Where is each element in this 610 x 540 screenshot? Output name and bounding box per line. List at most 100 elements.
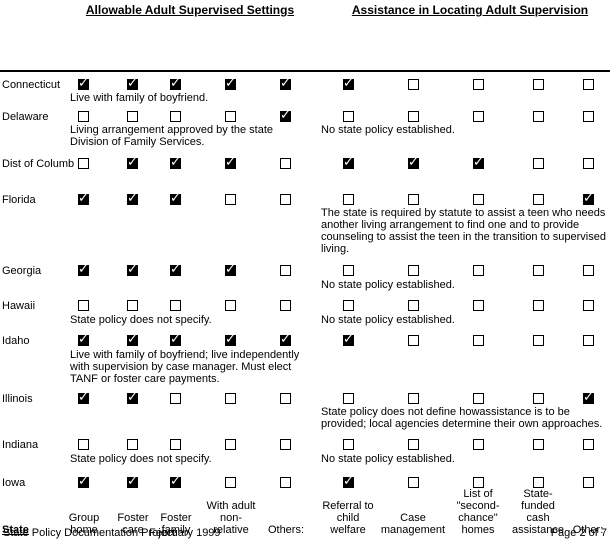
checkbox-foster-care [127, 191, 138, 206]
checkbox-foster-family [170, 439, 181, 450]
checkbox-referral-child-welfare [343, 439, 354, 450]
column-header-group-home: Group home [68, 512, 100, 536]
checkbox-cash-assistance [533, 265, 544, 276]
checkbox-foster-care [127, 76, 138, 91]
table-row-dist-of-columbia: Dist of Columb [0, 155, 610, 171]
checkbox-group-home [78, 390, 89, 405]
checkbox-others [280, 265, 291, 276]
checkbox-group-home [78, 300, 89, 311]
checkbox-case-management [408, 265, 419, 276]
footer-date: February 1999 [149, 527, 221, 539]
state-label: Georgia [2, 265, 42, 277]
column-header-cash-assistance: State- funded cash assistance [512, 488, 564, 536]
row-note-right: No state policy established. [321, 453, 455, 465]
checkbox-group-home [78, 474, 89, 489]
checkbox-case-management [408, 111, 419, 122]
checkbox-foster-care [127, 155, 138, 170]
checkbox-referral-child-welfare [343, 332, 354, 347]
checkbox-others [280, 439, 291, 450]
table-row-connecticut: Connecticut [0, 76, 610, 92]
column-header-foster-family: Foster family [160, 512, 192, 536]
row-note-left: Living arrangement approved by the state… [70, 124, 274, 148]
checkbox-referral-child-welfare [343, 300, 354, 311]
checkbox-foster-care [127, 262, 138, 277]
checkbox-group-home [78, 262, 89, 277]
checkbox-case-management [408, 194, 419, 205]
checkbox-second-chance-homes [473, 265, 484, 276]
checkbox-referral-child-welfare [343, 265, 354, 276]
state-label: Idaho [2, 335, 30, 347]
checkbox-cash-assistance [533, 111, 544, 122]
row-note-right: No state policy established. [321, 124, 455, 136]
checkbox-foster-family [170, 111, 181, 122]
checkbox-foster-care [127, 439, 138, 450]
checkbox-second-chance-homes [473, 393, 484, 404]
checkbox-case-management [408, 335, 419, 346]
table-row-florida: Florida [0, 191, 610, 207]
column-header-non-relative: With adult non- relative [206, 500, 256, 536]
checkbox-other [583, 158, 594, 169]
checkbox-referral-child-welfare [343, 194, 354, 205]
checkbox-cash-assistance [533, 439, 544, 450]
checkbox-foster-family [170, 155, 181, 170]
footer-project-name: State Policy Documentation Project [3, 527, 176, 539]
checkbox-non-relative [225, 262, 236, 277]
checkbox-referral-child-welfare [343, 393, 354, 404]
checkbox-referral-child-welfare [343, 76, 354, 91]
table-row-hawaii: Hawaii [0, 300, 610, 313]
checkbox-non-relative [225, 477, 236, 488]
checkbox-cash-assistance [533, 158, 544, 169]
row-note-left: State policy does not specify. [70, 453, 212, 465]
checkbox-non-relative [225, 300, 236, 311]
row-note-right: State policy does not define howassistan… [321, 406, 603, 430]
state-label: Florida [2, 194, 36, 206]
state-label: Connecticut [2, 79, 61, 91]
footer-page-number: Page 2 of 7 [550, 527, 607, 539]
checkbox-non-relative [225, 439, 236, 450]
section-title-left: Allowable Adult Supervised Settings [85, 3, 295, 17]
checkbox-others [280, 393, 291, 404]
checkbox-second-chance-homes [473, 439, 484, 450]
state-label: Hawaii [2, 300, 36, 312]
checkbox-non-relative [225, 332, 236, 347]
checkbox-non-relative [225, 155, 236, 170]
column-header-foster-care: Foster care [117, 512, 149, 536]
row-note-right: No state policy established. [321, 314, 455, 326]
checkbox-group-home [78, 76, 89, 91]
checkbox-other [583, 191, 594, 206]
checkbox-group-home [78, 158, 89, 169]
checkbox-other [583, 79, 594, 90]
checkbox-other [583, 300, 594, 311]
checkbox-group-home [78, 332, 89, 347]
state-label: Delaware [2, 111, 49, 123]
checkbox-cash-assistance [533, 477, 544, 488]
checkbox-referral-child-welfare [343, 474, 354, 489]
column-header-other: Other: [572, 524, 604, 536]
checkbox-others [280, 76, 291, 91]
checkbox-other [583, 335, 594, 346]
checkbox-cash-assistance [533, 79, 544, 90]
checkbox-case-management [408, 393, 419, 404]
checkbox-non-relative [225, 393, 236, 404]
table-row-idaho: Idaho [0, 332, 610, 348]
checkbox-foster-family [170, 191, 181, 206]
checkbox-other [583, 439, 594, 450]
table-row-iowa: Iowa [0, 474, 610, 490]
column-header-referral-child-welfare: Referral to child welfare [322, 500, 374, 536]
table-row-illinois: Illinois [0, 390, 610, 406]
checkbox-second-chance-homes [473, 194, 484, 205]
checkbox-case-management [408, 79, 419, 90]
checkbox-others [280, 108, 291, 123]
state-label: Illinois [2, 393, 33, 405]
row-note-left: Live with family of boyfriend; live inde… [70, 349, 300, 385]
checkbox-other [583, 390, 594, 405]
checkbox-foster-family [170, 474, 181, 489]
checkbox-others [280, 194, 291, 205]
checkbox-second-chance-homes [473, 300, 484, 311]
row-note-left: State policy does not specify. [70, 314, 212, 326]
checkbox-others [280, 477, 291, 488]
checkbox-others [280, 158, 291, 169]
checkbox-foster-family [170, 393, 181, 404]
checkbox-foster-family [170, 300, 181, 311]
section-title-right: Assistance in Locating Adult Supervision [351, 3, 589, 17]
